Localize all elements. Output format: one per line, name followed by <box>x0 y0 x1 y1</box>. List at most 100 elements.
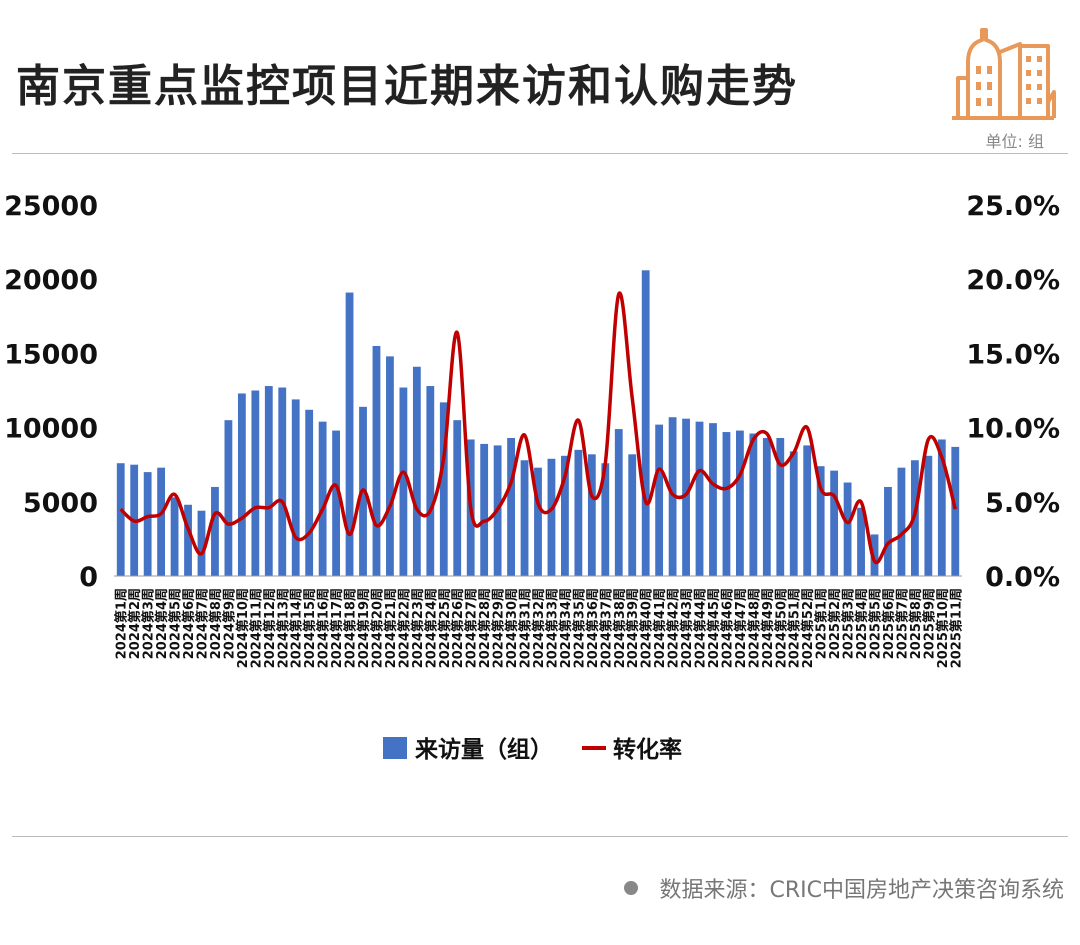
left-axis-tick-label: 0 <box>79 562 98 593</box>
top-divider <box>12 153 1068 154</box>
bar <box>143 472 152 576</box>
bar <box>897 467 906 576</box>
x-axis-tick-label: 2024第43周 <box>679 588 695 668</box>
bar <box>318 421 327 576</box>
bar <box>507 437 515 576</box>
bar <box>655 424 664 576</box>
bar <box>547 458 556 576</box>
left-axis-tick-label: 15000 <box>4 339 98 370</box>
bar <box>399 387 408 576</box>
bar <box>870 534 879 576</box>
bar <box>251 390 260 576</box>
x-axis-tick-label: 2024第49周 <box>760 588 776 668</box>
x-axis-tick-label: 2024第45周 <box>706 588 722 668</box>
x-axis-tick-label: 2024第10周 <box>235 588 251 668</box>
x-axis-tick-label: 2024第15周 <box>302 588 318 668</box>
x-axis-tick-label: 2024第23周 <box>410 588 426 668</box>
right-axis-tick-label: 15.0% <box>966 339 1060 370</box>
legend-bar-label: 来访量（组） <box>415 736 553 763</box>
x-axis-tick-label: 2024第26周 <box>450 588 466 668</box>
bar <box>884 486 892 576</box>
bar <box>264 386 273 576</box>
x-axis-tick-label: 2025第7周 <box>894 588 910 659</box>
x-axis-tick-label: 2024第16周 <box>316 588 332 668</box>
x-axis-tick-label: 2024第34周 <box>558 588 574 668</box>
x-axis-tick-label: 2024第47周 <box>733 588 749 668</box>
bar <box>722 432 731 576</box>
x-axis-tick-label: 2024第2周 <box>127 588 143 659</box>
bar <box>843 482 852 576</box>
bar <box>305 409 314 576</box>
x-axis-tick-label: 2024第31周 <box>518 588 534 668</box>
x-axis-tick-label: 2024第18周 <box>343 588 359 668</box>
x-axis-tick-label: 2025第6周 <box>881 588 897 659</box>
left-axis-tick-label: 5000 <box>23 488 98 519</box>
x-axis-tick-label: 2024第30周 <box>504 588 520 668</box>
bar <box>776 437 785 576</box>
left-axis-tick-label: 20000 <box>4 265 98 296</box>
bar <box>601 463 610 576</box>
bar <box>749 433 758 576</box>
x-axis-tick-label: 2024第21周 <box>383 588 399 668</box>
bar <box>682 418 690 576</box>
bar <box>574 449 583 576</box>
chart-title: 南京重点监控项目近期来访和认购走势 <box>16 61 798 112</box>
x-axis-tick-label: 2024第19周 <box>356 588 372 668</box>
x-axis-tick-label: 2024第25周 <box>437 588 453 668</box>
right-axis-tick-label: 10.0% <box>966 414 1060 445</box>
bar <box>520 460 529 576</box>
x-axis-tick-label: 2024第3周 <box>141 588 157 659</box>
combo-chart: 0 5000 10000 15000 20000 25000 0.0% 5.0% 10.0% 15… <box>4 191 1060 763</box>
bar <box>345 292 354 576</box>
bar <box>332 430 340 576</box>
bar <box>224 420 233 576</box>
left-axis-tick-label: 10000 <box>4 414 98 445</box>
bar <box>789 451 798 576</box>
bar <box>614 429 623 576</box>
bar <box>830 470 839 576</box>
x-axis-tick-label: 2024第9周 <box>221 588 237 659</box>
x-axis-tick-label: 2024第32周 <box>531 588 547 668</box>
conversion-rate-line <box>119 291 957 565</box>
bar <box>803 445 812 576</box>
source-note: 数据来源：CRIC中国房地产决策咨询系统 <box>623 872 1065 904</box>
right-axis-tick-label: 25.0% <box>966 191 1060 222</box>
bottom-divider <box>12 836 1068 837</box>
x-axis-tick-label: 2024第5周 <box>168 588 184 659</box>
bar <box>480 443 489 576</box>
x-axis-tick-label: 2024第28周 <box>477 588 493 668</box>
x-axis-tick-label: 2024第35周 <box>571 588 587 668</box>
x-axis-tick-label: 2024第17周 <box>329 588 345 668</box>
x-axis-tick-label: 2024第52周 <box>800 588 816 668</box>
source-text: 数据来源：CRIC中国房地产决策咨询系统 <box>659 878 1065 903</box>
bar <box>695 421 704 576</box>
x-axis-tick-label: 2025第8周 <box>908 588 924 659</box>
x-axis-tick-label: 2024第37周 <box>598 588 614 668</box>
x-axis-tick-label: 2025第3周 <box>841 588 857 659</box>
x-axis-tick-label: 2025第5周 <box>868 588 884 659</box>
x-axis-tick-label: 2025第1周 <box>814 588 830 659</box>
x-axis-tick-label: 2024第41周 <box>652 588 668 668</box>
x-axis-tick-label: 2024第42周 <box>666 588 682 668</box>
right-axis-tick-label: 20.0% <box>966 265 1060 296</box>
x-axis-tick-label: 2024第29周 <box>491 588 507 668</box>
bar <box>937 439 946 576</box>
right-axis-tick-label: 0.0% <box>985 562 1060 593</box>
x-axis-tick-label: 2024第22周 <box>396 588 412 668</box>
bar <box>951 446 960 576</box>
x-axis-tick-label: 2025第10周 <box>935 588 951 668</box>
bar <box>184 504 192 576</box>
x-axis-tick-label: 2024第24周 <box>423 588 439 668</box>
bar <box>439 402 448 576</box>
bar <box>426 386 435 576</box>
x-axis-tick-label: 2024第48周 <box>746 588 762 668</box>
bar <box>816 466 825 576</box>
x-axis-tick-label: 2024第27周 <box>464 588 480 668</box>
x-axis-tick-label: 2024第38周 <box>612 588 628 668</box>
x-axis-tick-label: 2024第39周 <box>625 588 641 668</box>
bullet-icon <box>623 881 638 895</box>
unit-label: 单位: 组 <box>985 132 1044 151</box>
x-axis-tick-label: 2024第13周 <box>275 588 291 668</box>
bar <box>157 467 166 576</box>
x-axis-tick-label: 2024第8周 <box>208 588 224 659</box>
